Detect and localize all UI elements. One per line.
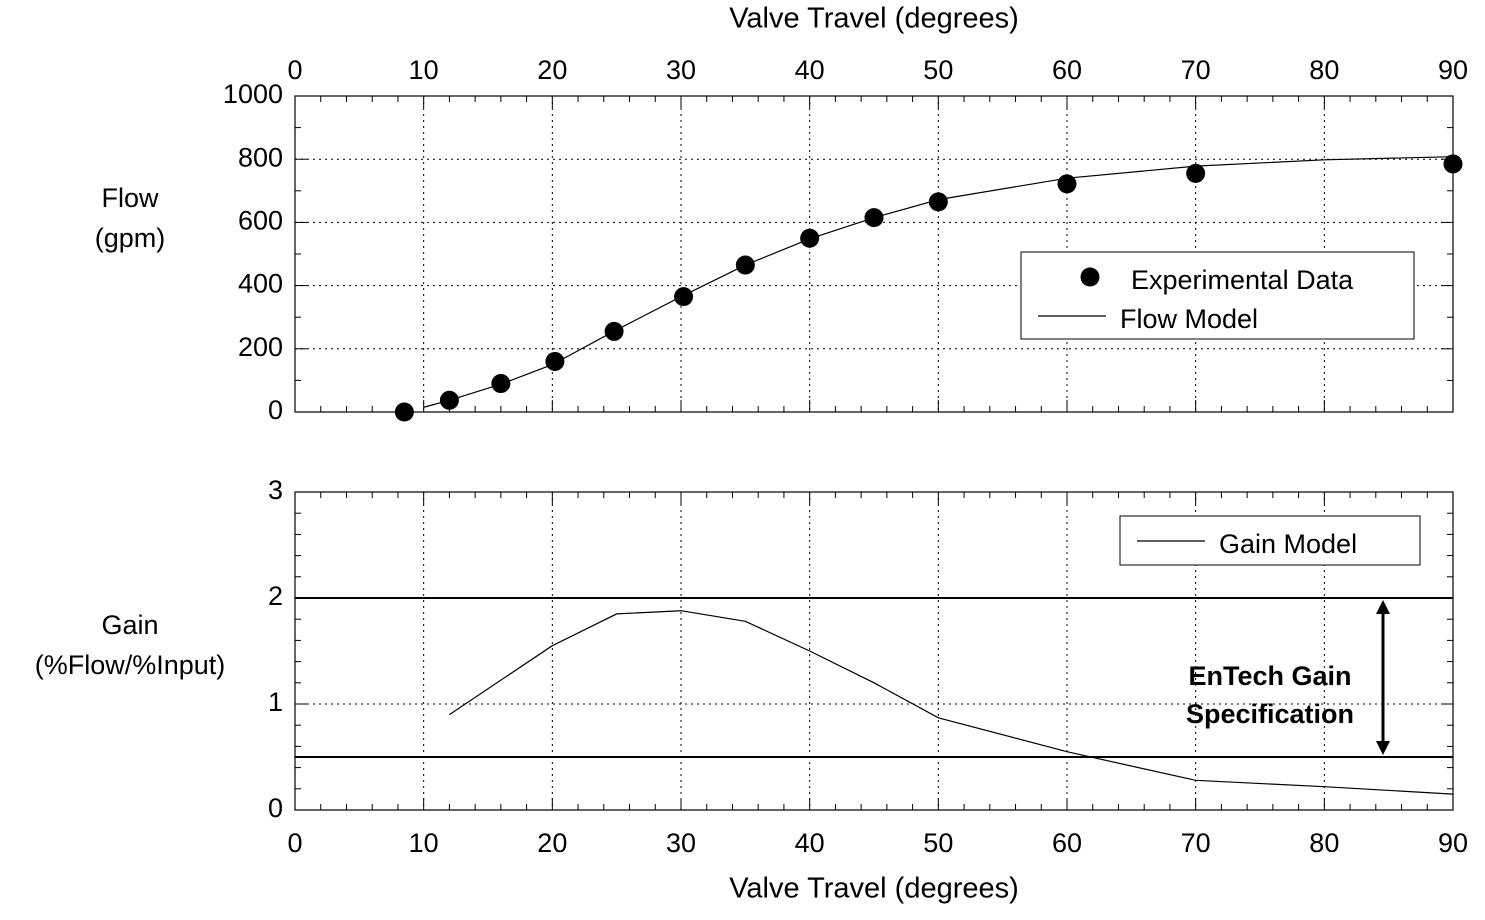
y-tick-label: 1	[268, 687, 283, 717]
x-tick-label: 60	[1052, 55, 1082, 85]
arrow-head	[1376, 741, 1390, 755]
x-tick-label: 20	[537, 828, 567, 858]
x-tick-label: 40	[795, 55, 825, 85]
y-tick-label: 2	[268, 581, 283, 611]
x-tick-label: 0	[287, 55, 302, 85]
x-tick-label: 30	[666, 828, 696, 858]
y-tick-label: 600	[238, 206, 283, 236]
plot-frame	[294, 95, 1454, 413]
annotation: EnTech Gain	[1188, 661, 1351, 691]
legend-label: Gain Model	[1219, 529, 1357, 559]
plot-frame	[294, 491, 1454, 811]
model-line	[423, 156, 1454, 408]
data-point	[545, 351, 565, 371]
data-point	[674, 287, 694, 307]
x-tick-label: 80	[1309, 828, 1339, 858]
x-tick-label: 0	[287, 828, 302, 858]
x-axis-title: Valve Travel (degrees)	[729, 3, 1019, 35]
x-tick-label: 10	[409, 55, 439, 85]
x-tick-label: 80	[1309, 55, 1339, 85]
x-tick-label: 90	[1438, 828, 1468, 858]
data-point	[1186, 163, 1206, 183]
y-tick-label: 0	[268, 793, 283, 823]
x-tick-label: 50	[923, 828, 953, 858]
y-tick-label: 1000	[223, 79, 283, 109]
arrow-head	[1376, 600, 1390, 614]
y-tick-label: 200	[238, 332, 283, 362]
model-line	[449, 610, 1454, 795]
x-tick-label: 60	[1052, 828, 1082, 858]
y-axis-title: (gpm)	[95, 223, 166, 253]
x-tick-label: 70	[1181, 55, 1211, 85]
x-axis-title: Valve Travel (degrees)	[729, 873, 1019, 905]
x-tick-label: 40	[795, 828, 825, 858]
legend-label: Flow Model	[1120, 304, 1258, 334]
y-tick-label: 3	[268, 475, 283, 505]
legend-marker	[1080, 267, 1100, 287]
y-tick-label: 400	[238, 269, 283, 299]
y-tick-label: 0	[268, 395, 283, 425]
data-point	[928, 192, 948, 212]
y-axis-title: Flow	[101, 183, 159, 213]
x-tick-label: 20	[537, 55, 567, 85]
y-axis-title: (%Flow/%Input)	[35, 650, 226, 680]
x-tick-label: 30	[666, 55, 696, 85]
y-tick-label: 800	[238, 142, 283, 172]
legend-box	[1020, 251, 1415, 340]
data-point	[800, 228, 820, 248]
data-point	[394, 402, 414, 422]
x-tick-label: 10	[409, 828, 439, 858]
x-tick-label: 90	[1438, 55, 1468, 85]
y-axis-title: Gain	[101, 610, 158, 640]
annotation: Specification	[1186, 699, 1354, 729]
x-tick-label: 70	[1181, 828, 1211, 858]
data-point	[1443, 154, 1463, 174]
legend-label: Experimental Data	[1131, 265, 1354, 295]
x-tick-label: 50	[923, 55, 953, 85]
